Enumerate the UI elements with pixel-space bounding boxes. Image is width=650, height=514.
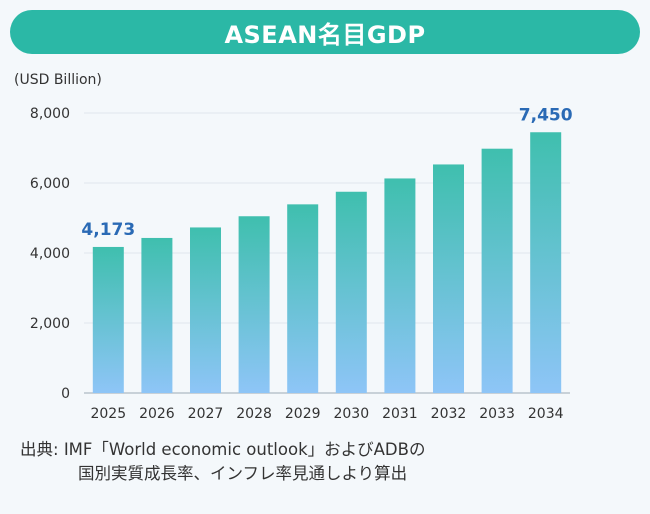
source-prefix: 出典: — [20, 440, 59, 459]
source-line-2: 国別実質成長率、インフレ率見通しより算出 — [78, 464, 408, 483]
bar-2025 — [92, 246, 124, 393]
bar-2033 — [481, 148, 513, 393]
bar-2031 — [384, 178, 416, 393]
x-tick-label: 2029 — [285, 406, 321, 422]
x-tick-label: 2028 — [236, 406, 272, 422]
data-label: 7,450 — [519, 105, 573, 125]
y-axis-unit-label: (USD Billion) — [14, 72, 102, 88]
bar-2032 — [433, 164, 464, 393]
bar-chart: 0 2,000 4,000 6,000 8,000 2025 2026 2027 2028 202… — [30, 105, 573, 422]
source-text-1: IMF「World economic outlook」およびADBの — [63, 440, 426, 459]
y-tick-label: 4,000 — [30, 246, 70, 262]
chart-title: ASEAN名目GDP — [10, 10, 640, 54]
bar-2029 — [287, 204, 319, 393]
x-tick-label: 2034 — [528, 406, 564, 422]
x-tick-label: 2030 — [333, 406, 369, 422]
bar-2026 — [141, 237, 173, 393]
y-tick-label: 8,000 — [30, 106, 70, 122]
y-tick-label: 0 — [61, 386, 70, 402]
bar-2027 — [190, 227, 221, 393]
x-tick-label: 2025 — [90, 406, 126, 422]
bars — [92, 132, 562, 393]
x-tick-label: 2026 — [139, 406, 175, 422]
labels: 0 2,000 4,000 6,000 8,000 2025 2026 2027 2028 202… — [30, 105, 573, 422]
source-note: 出典: IMF「World economic outlook」およびADBの 国… — [20, 438, 425, 486]
bar-2034 — [530, 132, 562, 393]
source-line-1: 出典: IMF「World economic outlook」およびADBの — [20, 438, 425, 462]
y-tick-label: 2,000 — [30, 316, 70, 332]
x-tick-label: 2032 — [431, 406, 467, 422]
x-tick-label: 2033 — [479, 406, 515, 422]
bar-2028 — [238, 216, 270, 393]
y-tick-label: 6,000 — [30, 176, 70, 192]
x-tick-label: 2031 — [382, 406, 418, 422]
x-tick-label: 2027 — [188, 406, 224, 422]
data-label: 4,173 — [81, 220, 135, 240]
bar-2030 — [335, 191, 367, 393]
